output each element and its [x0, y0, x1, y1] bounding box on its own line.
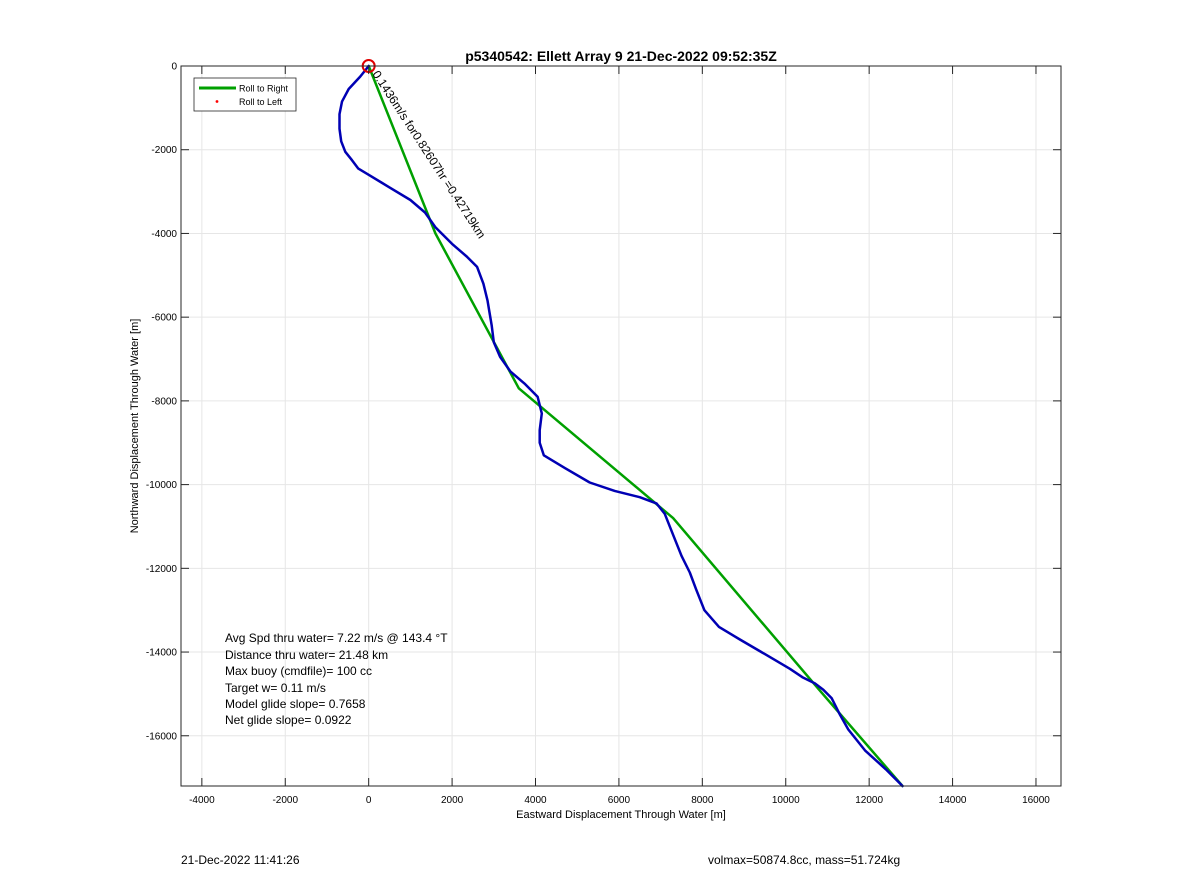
x-tick-label: 4000 — [524, 795, 547, 806]
legend-swatch-roll-left — [215, 100, 219, 103]
plot-area — [181, 66, 1061, 786]
y-tick-label: -10000 — [146, 480, 178, 491]
x-tick-label: 8000 — [691, 795, 714, 806]
y-tick-label: -8000 — [151, 396, 177, 407]
stats-max-buoy: Max buoy (cmdfile)= 100 cc — [225, 664, 372, 678]
stats-target-w: Target w= 0.11 m/s — [225, 681, 326, 695]
legend-label-roll-right: Roll to Right — [239, 84, 289, 94]
legend: Roll to Right Roll to Left — [193, 77, 297, 112]
x-tick-label: 14000 — [939, 795, 967, 806]
series-roll-to-right-line — [367, 64, 904, 788]
stats-text-block: Avg Spd thru water= 7.22 m/s @ 143.4 °T … — [225, 631, 448, 727]
y-tick-label: -2000 — [151, 145, 177, 156]
stats-net-glide-slope: Net glide slope= 0.0922 — [225, 713, 352, 727]
footer-timestamp: 21-Dec-2022 11:41:26 — [181, 853, 300, 867]
y-tick-label: -12000 — [146, 564, 178, 575]
series-track-line — [338, 64, 904, 788]
x-tick-label: 2000 — [441, 795, 464, 806]
legend-box — [193, 77, 297, 112]
x-tick-label: 16000 — [1022, 795, 1050, 806]
stats-distance: Distance thru water= 21.48 km — [225, 648, 388, 662]
plot-frame — [180, 65, 1062, 787]
series-layer — [338, 64, 904, 788]
y-tick-label: -4000 — [151, 229, 177, 240]
chart-title: p5340542: Ellett Array 9 21-Dec-2022 09:… — [465, 48, 777, 64]
y-tick-label: -6000 — [151, 313, 177, 324]
x-tick-label: 12000 — [855, 795, 883, 806]
x-tick-label: -4000 — [189, 795, 215, 806]
stats-model-glide-slope: Model glide slope= 0.7658 — [225, 697, 366, 711]
legend-label-roll-left: Roll to Left — [239, 97, 283, 107]
y-axis-label: Northward Displacement Through Water [m] — [129, 319, 141, 534]
x-tick-label: 6000 — [608, 795, 631, 806]
y-tick-label: -16000 — [146, 731, 178, 742]
y-tick-label: 0 — [171, 62, 177, 73]
footer-info: volmax=50874.8cc, mass=51.724kg — [708, 853, 901, 867]
x-tick-label: 0 — [366, 795, 372, 806]
y-tick-label: -14000 — [146, 648, 178, 659]
x-tick-label: 10000 — [772, 795, 800, 806]
stats-avg-speed: Avg Spd thru water= 7.22 m/s @ 143.4 °T — [225, 631, 448, 645]
x-axis-label: Eastward Displacement Through Water [m] — [516, 809, 726, 821]
x-tick-label: -2000 — [272, 795, 298, 806]
axis-ticks: -4000 -2000 0 2000 4000 6000 8000 10000 12000 140… — [146, 62, 1061, 806]
